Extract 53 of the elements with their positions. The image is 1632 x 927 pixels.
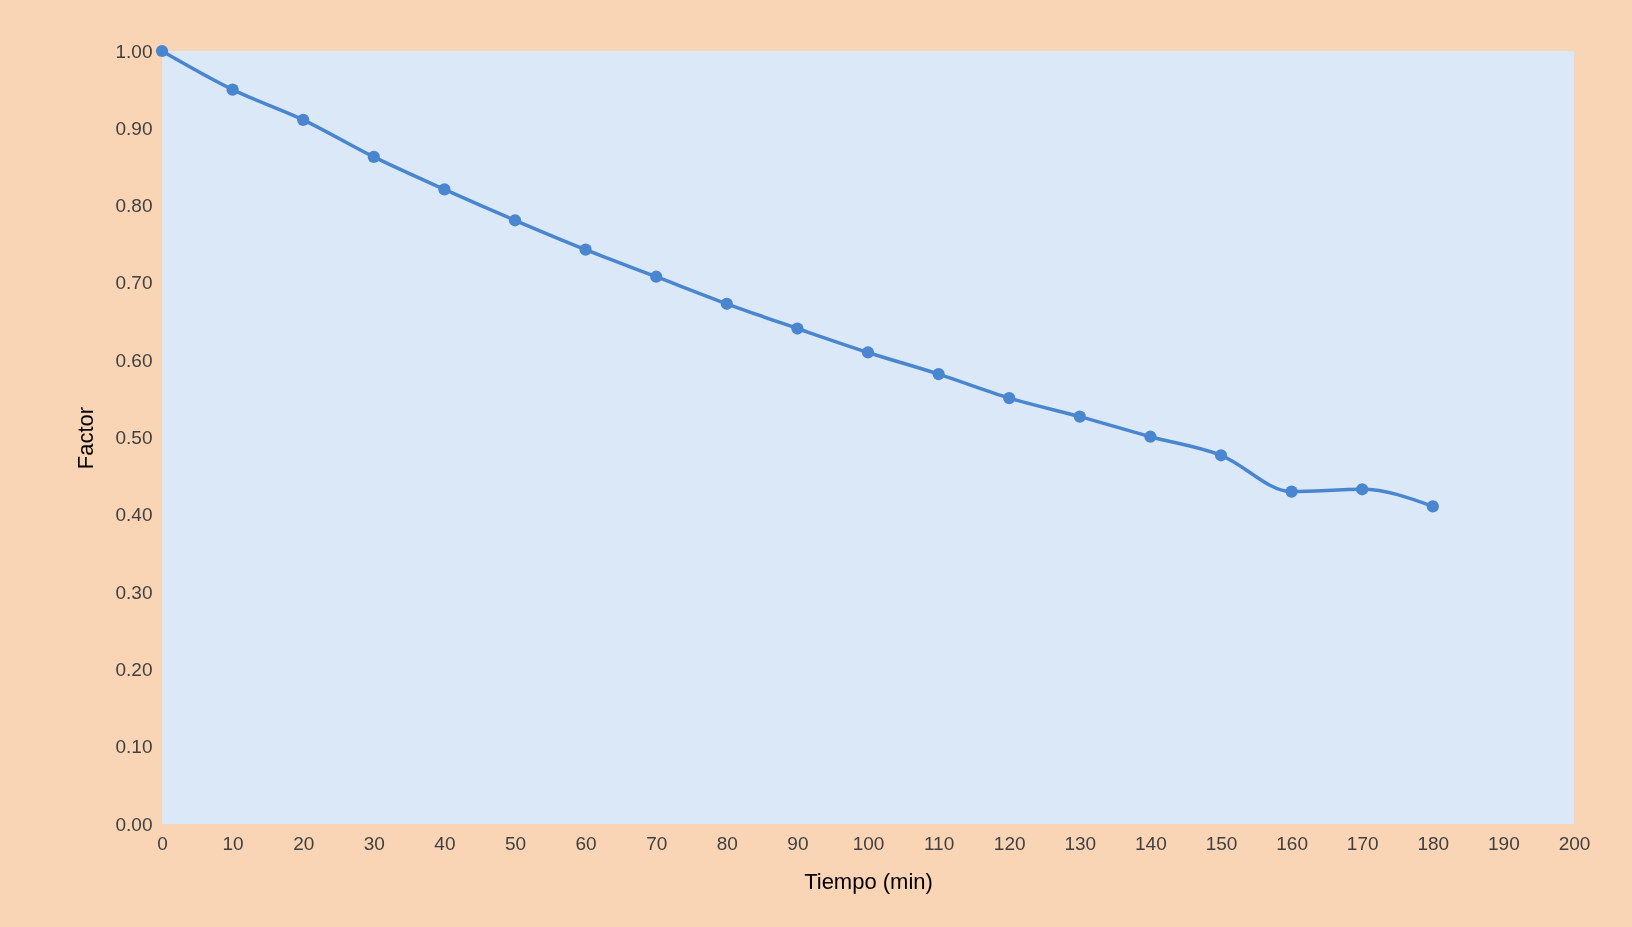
point	[297, 113, 310, 126]
x-tick-label: 80	[716, 832, 738, 854]
y-tick-label: 0.10	[115, 736, 153, 758]
x-tick-label: 160	[1276, 832, 1308, 854]
x-tick-label: 110	[923, 832, 955, 854]
y-tick-label: 0.50	[115, 427, 153, 448]
x-tick-label: 30	[363, 832, 385, 854]
point	[155, 44, 169, 58]
x-tick-label: 190	[1488, 832, 1520, 854]
x-tick-label: 20	[293, 832, 315, 854]
y-tick-label: 0.90	[115, 117, 153, 139]
x-tick-label: 140	[1135, 832, 1167, 854]
point	[650, 270, 663, 283]
point	[1285, 485, 1298, 498]
point	[1214, 449, 1228, 462]
y-tick-label: 0.30	[115, 581, 153, 603]
point	[367, 150, 380, 164]
x-tick-label: 100	[852, 832, 885, 854]
point	[720, 297, 733, 310]
x-tick-label: 40	[434, 832, 456, 854]
x-tick-label: 10	[222, 832, 244, 854]
x-tick-label: 90	[787, 832, 809, 854]
y-tick-label: 0.40	[115, 504, 153, 526]
y-tick-label: 1.00	[115, 40, 153, 62]
x-axis-title: Tiempo (min)	[804, 868, 933, 894]
x-tick-label: 180	[1417, 832, 1450, 854]
y-tick-label: 0.20	[115, 658, 153, 680]
x-tick-label: 70	[646, 832, 668, 854]
y-tick-label: 0.70	[115, 272, 153, 294]
x-tick-label: 170	[1346, 832, 1379, 854]
point	[1073, 410, 1086, 423]
point	[791, 322, 804, 335]
x-tick-label: 150	[1205, 832, 1238, 854]
point	[508, 214, 522, 227]
x-tick-label: 200	[1558, 832, 1591, 854]
x-tick-label: 120	[993, 832, 1026, 854]
point	[1003, 391, 1016, 405]
point	[1426, 500, 1439, 513]
point	[861, 346, 875, 359]
x-tick-label: 130	[1064, 832, 1097, 854]
point	[932, 368, 945, 381]
point	[579, 243, 592, 256]
point	[438, 183, 451, 196]
x-tick-label: 0	[157, 832, 168, 854]
y-tick-label: 0.60	[115, 349, 153, 371]
y-axis-title: Factor	[72, 406, 98, 470]
point	[1144, 430, 1157, 443]
y-tick-label: 0.00	[115, 813, 153, 835]
x-tick-label: 50	[504, 832, 527, 854]
x-tick-label: 60	[575, 832, 597, 854]
y-tick-label: 0.80	[115, 195, 153, 217]
point	[1356, 483, 1369, 496]
point	[226, 83, 239, 96]
